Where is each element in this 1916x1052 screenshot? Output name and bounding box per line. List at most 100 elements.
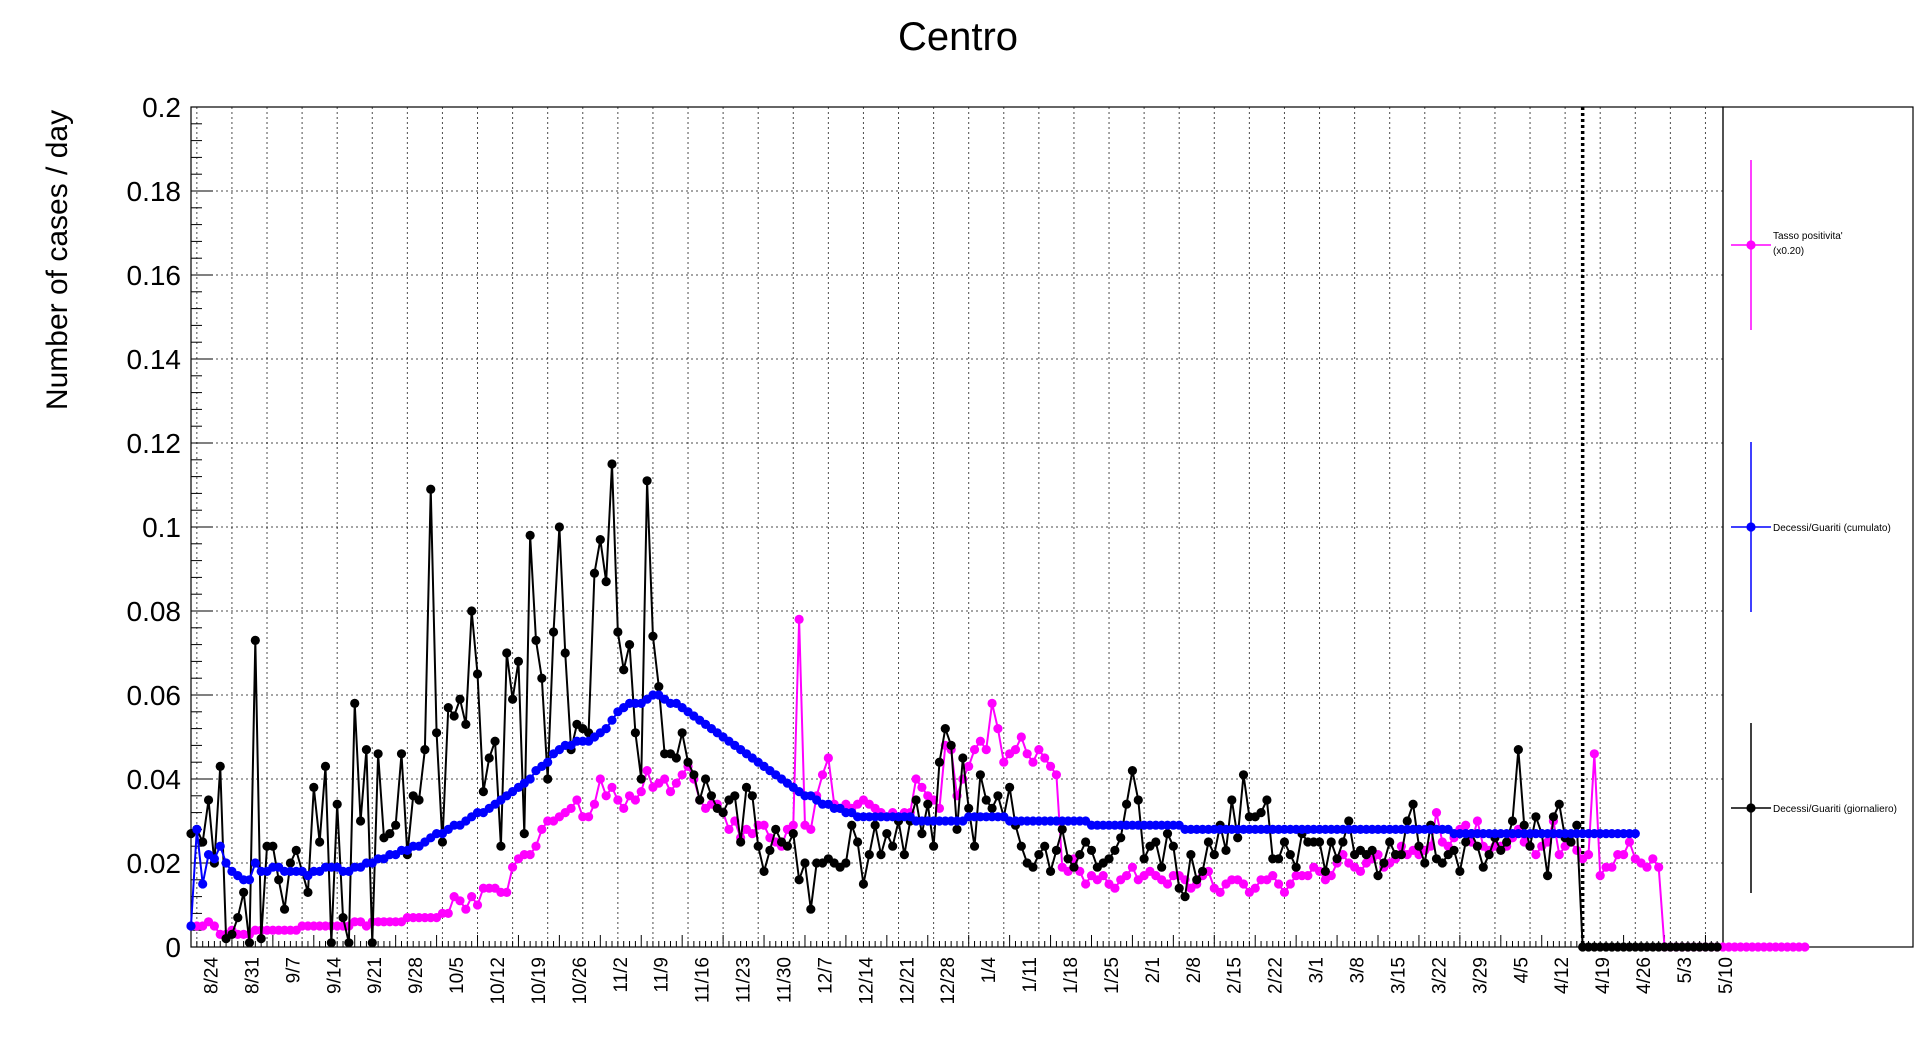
x-tick-label: 12/28 [938,957,959,1005]
data-point [1040,753,1050,763]
data-point [999,757,1009,767]
data-point [1157,862,1167,872]
data-point [1028,862,1038,872]
data-point [817,770,828,780]
data-point [934,757,945,767]
data-point [1385,837,1395,847]
x-tick-label: 2/1 [1143,957,1164,983]
data-point [1800,942,1810,952]
y-tick-label: 0.2 [142,92,181,123]
data-point [227,929,237,940]
data-point [1262,795,1272,805]
data-point [847,820,857,830]
data-point [648,631,658,641]
data-point [794,614,804,625]
data-point [1016,732,1026,742]
y-tick-label: 0.14 [127,344,182,375]
data-point [484,753,494,763]
y-axis-label: Number of cases / day [41,110,74,410]
data-point [250,635,260,646]
data-point [794,875,804,885]
data-point [1332,854,1342,864]
x-tick-label: 8/31 [242,957,263,994]
data-point [607,715,617,725]
data-point [595,774,605,784]
data-point [1630,829,1640,839]
chart-title: Centro [898,15,1018,59]
x-tick-label: 5/10 [1716,957,1737,994]
data-point [1051,845,1062,856]
data-point [1197,866,1208,877]
data-point [741,782,752,793]
data-point [1174,883,1184,893]
data-point [671,778,681,788]
data-point [636,787,646,797]
legend-marker [1746,240,1756,250]
data-point [1057,824,1067,835]
data-point [911,795,921,805]
data-point [268,841,278,851]
data-point [1408,799,1418,809]
data-point [964,761,974,772]
legend-entry: Decessi/Guariti (cumulato) [1731,442,1891,612]
data-point [1437,858,1447,868]
data-point [782,841,793,851]
data-point [250,858,260,868]
data-point [560,648,570,658]
data-point [987,698,997,709]
data-point [917,829,927,839]
data-point [443,703,453,713]
y-tick-label: 0.1 [142,512,181,543]
data-point [1279,837,1290,847]
data-point [420,745,430,755]
data-point [256,934,266,944]
data-point [1233,833,1243,843]
x-tick-label: 1/18 [1061,957,1082,994]
data-point [315,837,325,847]
data-point [1005,782,1015,793]
data-point [332,799,342,809]
x-tick-label: 1/25 [1102,957,1123,994]
series-line [191,619,1805,948]
data-point [1496,845,1506,856]
x-tick-label: 2/15 [1225,957,1246,994]
data-point [472,900,483,910]
data-point [759,820,769,830]
data-point [1554,799,1564,809]
data-point [1016,841,1026,851]
data-point [1513,745,1523,755]
legend-marker [1746,803,1756,813]
data-point [952,824,962,835]
data-point [1285,879,1295,889]
data-point [326,938,336,948]
x-tick-label: 10/5 [447,957,468,994]
data-point [513,656,524,667]
data-point [1209,850,1219,860]
data-point [630,728,640,738]
data-point [660,774,670,784]
data-point [718,808,728,818]
data-point [537,673,547,683]
data-point [467,606,477,616]
data-point [1127,766,1138,776]
x-tick-label: 12/21 [897,957,918,1005]
data-point [899,850,909,860]
legend-label: Decessi/Guariti (cumulato) [1773,523,1891,534]
data-point [1396,850,1406,860]
data-point [981,795,991,805]
data-point [665,787,676,797]
legend-label-line2: (x0.20) [1773,246,1804,257]
data-point [823,753,833,763]
data-point [1478,862,1488,872]
data-point [1379,858,1389,868]
data-point [1034,745,1044,755]
data-point [788,829,798,839]
data-point [209,854,219,864]
data-point [882,829,892,839]
data-point [461,719,471,730]
series-2 [186,614,1810,952]
data-point [490,736,500,746]
data-point [186,921,196,931]
data-point [221,858,231,868]
data-point [601,791,611,801]
